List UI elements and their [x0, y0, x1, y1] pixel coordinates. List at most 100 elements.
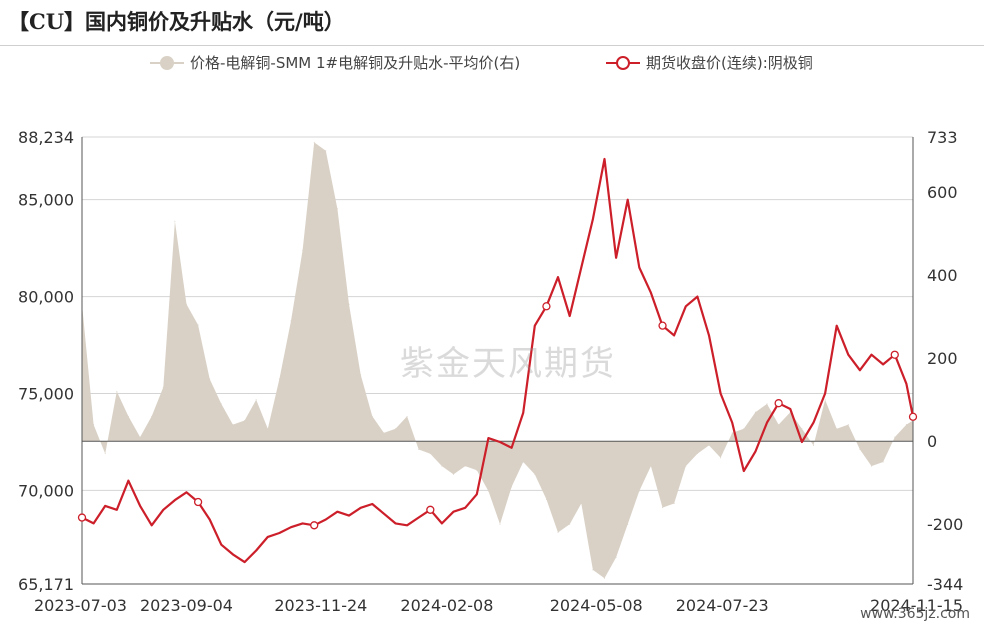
premium-point	[836, 428, 838, 430]
premium-point	[615, 556, 617, 558]
futures-point	[870, 354, 873, 356]
futures-point	[673, 334, 675, 336]
futures-point	[812, 421, 815, 424]
premium-point	[93, 424, 95, 426]
premium-point	[580, 502, 582, 504]
premium-point	[255, 399, 257, 401]
premium-point	[476, 469, 478, 471]
premium-point	[174, 220, 176, 222]
futures-point	[452, 511, 455, 513]
futures-point	[302, 522, 304, 524]
premium-point	[662, 507, 664, 509]
futures-point	[394, 522, 397, 524]
premium-point	[267, 428, 269, 430]
futures-point	[116, 509, 118, 511]
futures-point	[383, 513, 385, 515]
futures-point	[650, 292, 652, 294]
premium-point	[720, 457, 722, 459]
y-left-tick-label: 88,234	[18, 128, 74, 147]
legend-item-premium[interactable]: 价格-电解铜-SMM 1#电解铜及升贴水-平均价(右)	[150, 52, 520, 73]
futures-point	[406, 524, 408, 526]
futures-point	[220, 544, 222, 546]
premium-point	[801, 428, 803, 430]
premium-point	[325, 150, 327, 152]
futures-point	[890, 350, 899, 359]
source-watermark: www.365jz.com	[860, 606, 970, 622]
premium-point	[592, 569, 594, 571]
futures-point	[426, 505, 435, 514]
futures-point	[542, 302, 551, 311]
legend-label-futures: 期货收盘价(连续):阴极铜	[646, 54, 813, 72]
futures-point	[658, 321, 667, 330]
y-left-tick-label: 85,000	[18, 191, 74, 210]
x-axis-labels: 2023-07-03 2023-09-04 2023-11-24 2024-02-08…	[34, 596, 963, 615]
y-right-tick-label: 0	[927, 432, 937, 451]
futures-point	[754, 451, 757, 453]
futures-point	[905, 383, 907, 385]
premium-point	[871, 465, 873, 467]
futures-point	[174, 499, 176, 501]
futures-point	[824, 392, 826, 395]
futures-point	[696, 295, 698, 298]
futures-point	[310, 521, 319, 530]
futures-point	[371, 503, 373, 505]
y-left-tick-label: 80,000	[18, 288, 74, 307]
futures-point	[441, 522, 443, 524]
premium-point	[673, 502, 675, 504]
futures-point	[580, 266, 582, 269]
futures-point	[592, 218, 594, 220]
premium-point	[638, 490, 640, 492]
y-left-tick-label: 70,000	[18, 481, 74, 500]
futures-point	[487, 437, 489, 439]
futures-point	[708, 334, 710, 336]
futures-point	[77, 513, 87, 522]
premium-point	[104, 453, 106, 455]
y-right-tick-label: -344	[927, 575, 963, 594]
futures-point	[104, 505, 106, 507]
futures-point	[243, 561, 246, 563]
premium-point	[650, 465, 652, 467]
y-right-tick-label: 400	[927, 266, 958, 285]
futures-point	[859, 369, 861, 371]
futures-point	[93, 522, 95, 524]
premium-point	[766, 403, 768, 405]
x-tick-label: 2024-05-08	[550, 596, 643, 615]
futures-point	[162, 509, 164, 511]
futures-point	[139, 505, 141, 507]
title-divider	[0, 45, 984, 46]
premium-point	[882, 461, 884, 463]
y-axis-left-labels: 88,234 85,000 80,000 75,000 70,000 65,171	[18, 128, 74, 594]
premium-point	[360, 374, 362, 376]
futures-point	[325, 518, 327, 521]
futures-point	[476, 493, 478, 495]
futures-point	[557, 276, 559, 278]
futures-point	[278, 532, 280, 534]
futures-point	[627, 199, 629, 201]
premium-point	[336, 208, 338, 210]
premium-point	[905, 424, 907, 426]
premium-point	[696, 453, 698, 455]
y-right-tick-label: 600	[927, 183, 958, 202]
x-tick-label: 2024-07-23	[676, 596, 769, 615]
premium-point	[453, 473, 455, 475]
x-tick-label: 2024-11-15	[870, 596, 963, 615]
premium-point	[487, 490, 489, 492]
premium-point	[371, 415, 373, 417]
futures-point	[499, 441, 501, 443]
futures-point	[464, 507, 466, 509]
premium-point	[603, 577, 605, 579]
chart-legend: 价格-电解铜-SMM 1#电解铜及升贴水-平均价(右) 期货收盘价(连续):阴极…	[0, 52, 984, 74]
y-right-tick-label: 733	[927, 128, 958, 147]
y-axis-right-labels: 733 600 400 200 0 -200 -344	[927, 128, 963, 594]
futures-point	[151, 524, 153, 526]
legend-item-futures[interactable]: 期货收盘价(连续):阴极铜	[606, 52, 813, 73]
x-tick-label: 2023-11-24	[274, 596, 367, 615]
futures-point	[232, 553, 234, 555]
premium-point	[232, 424, 234, 426]
y-right-tick-label: -200	[927, 515, 963, 534]
futures-point	[290, 526, 292, 528]
futures-line-series	[77, 157, 918, 564]
premium-point	[139, 436, 141, 438]
premium-point	[812, 444, 814, 446]
